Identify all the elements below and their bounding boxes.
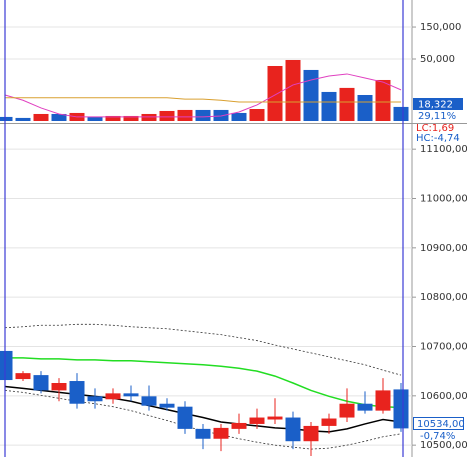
candle-body bbox=[267, 416, 283, 420]
volume-bar bbox=[231, 112, 247, 121]
y-tick-label: 150,000 bbox=[420, 22, 461, 33]
y-tick-label: 10500,00 bbox=[420, 440, 467, 451]
volume-bar bbox=[321, 91, 337, 121]
value-box bbox=[413, 417, 464, 430]
y-tick-label: 11000,00 bbox=[420, 194, 467, 205]
candle-body bbox=[195, 428, 211, 439]
y-tick-label: 10600,00 bbox=[420, 391, 467, 402]
moving-average bbox=[5, 357, 402, 409]
volume-bar bbox=[339, 87, 355, 121]
candle-body bbox=[159, 403, 175, 408]
candle-body bbox=[375, 390, 391, 411]
candle-body bbox=[15, 373, 31, 380]
volume-bar bbox=[15, 117, 31, 121]
bollinger-band bbox=[4, 323, 402, 376]
volume-ma-line bbox=[4, 73, 402, 118]
y-tick-label: 10800,00 bbox=[420, 292, 467, 303]
volume-bar bbox=[105, 115, 121, 121]
volume-bar bbox=[267, 65, 283, 121]
volume-bar bbox=[51, 113, 67, 121]
volume-change: 29,11% bbox=[418, 111, 456, 122]
price-change: -0,74% bbox=[420, 431, 455, 442]
candle-body bbox=[177, 406, 193, 429]
volume-bar bbox=[285, 59, 301, 121]
volume-bar bbox=[159, 110, 175, 121]
volume-bar bbox=[195, 109, 211, 121]
volume-ma-line bbox=[5, 97, 401, 103]
volume-bar bbox=[141, 113, 157, 121]
lc-label: LC:1,69 bbox=[416, 123, 454, 134]
volume-bar bbox=[357, 94, 373, 121]
y-tick-label: 10700,00 bbox=[420, 341, 467, 352]
candle-body bbox=[357, 403, 373, 411]
y-tick-label: 11100,00 bbox=[420, 144, 467, 155]
volume-bar bbox=[87, 116, 103, 121]
candle-body bbox=[51, 383, 67, 391]
y-tick-label: 10900,00 bbox=[420, 243, 467, 254]
candle-body bbox=[213, 427, 229, 439]
volume-current: 18,322 bbox=[418, 100, 453, 111]
volume-bar bbox=[177, 109, 193, 121]
hc-label: HC:-4,74 bbox=[416, 133, 460, 144]
candle-body bbox=[285, 417, 301, 442]
price-current: 10534,00 bbox=[417, 419, 465, 430]
candle-body bbox=[321, 418, 337, 426]
volume-bar bbox=[33, 113, 49, 121]
candle-body bbox=[393, 389, 409, 429]
volume-bar bbox=[249, 108, 265, 121]
volume-bar bbox=[123, 115, 139, 121]
volume-bar bbox=[375, 79, 391, 121]
candle-body bbox=[141, 396, 157, 406]
candle-body bbox=[105, 393, 121, 400]
candle-body bbox=[69, 381, 85, 404]
candle-body bbox=[33, 375, 49, 391]
volume-bar bbox=[393, 106, 409, 121]
y-tick-label: 50,000 bbox=[420, 54, 455, 65]
candle-body bbox=[339, 403, 355, 418]
candle-body bbox=[303, 425, 319, 442]
candle-body bbox=[231, 422, 247, 429]
volume-bar bbox=[303, 69, 319, 121]
candle-body bbox=[87, 396, 103, 402]
bollinger-band bbox=[4, 390, 402, 450]
candle-body bbox=[123, 393, 139, 397]
volume-bar bbox=[0, 116, 13, 121]
value-box bbox=[413, 98, 463, 110]
candle-body bbox=[249, 417, 265, 424]
candle-body bbox=[0, 350, 13, 381]
